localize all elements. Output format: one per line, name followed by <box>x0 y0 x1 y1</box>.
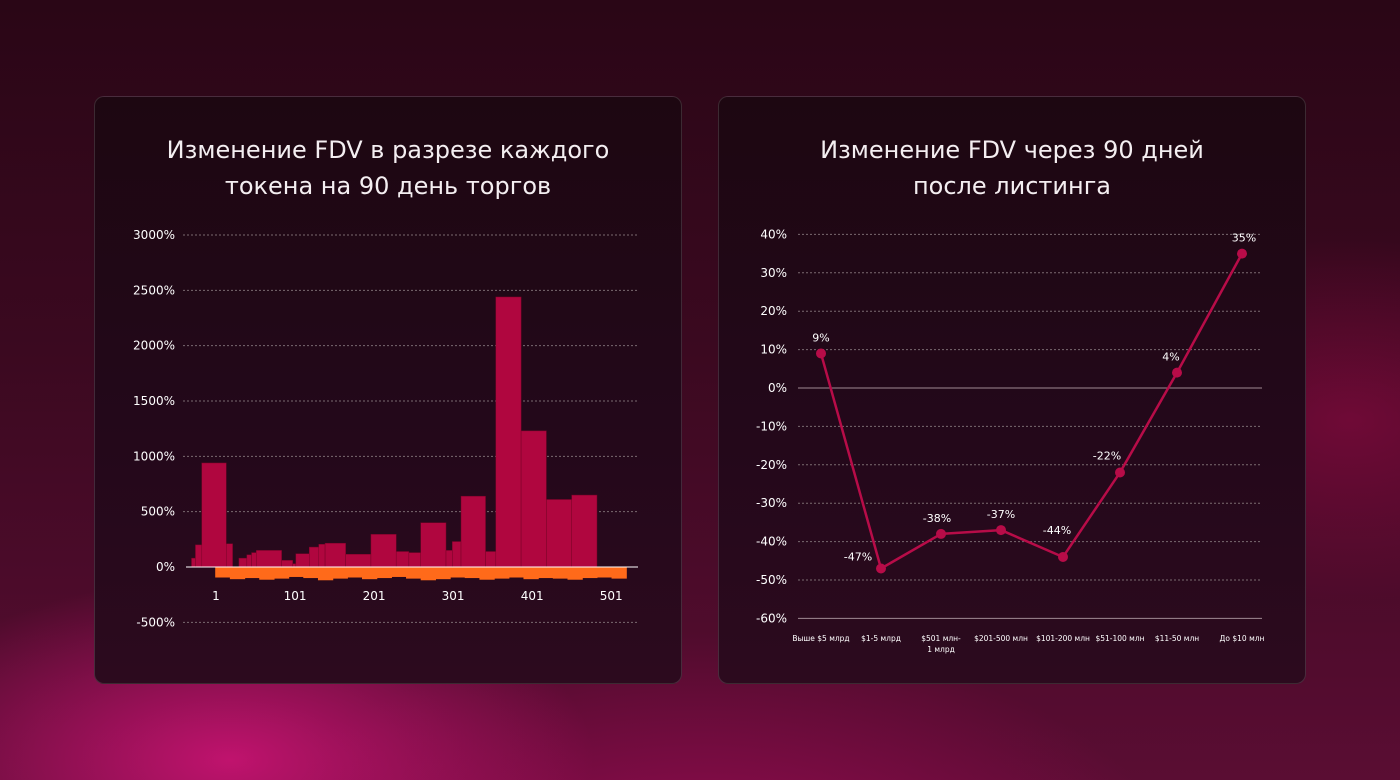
x-tick-label: 401 <box>521 589 544 603</box>
bar-negative <box>229 567 246 580</box>
bar-negative <box>611 567 627 579</box>
x-tick-label: Выше $5 млрд <box>792 634 849 643</box>
x-tick-label: 501 <box>600 589 623 603</box>
bar-negative <box>450 567 466 578</box>
x-tick-label: $101-200 млн <box>1036 634 1090 643</box>
data-label: 35% <box>1232 232 1256 245</box>
data-point <box>1058 551 1068 562</box>
bar-negative <box>464 567 481 579</box>
bar <box>460 495 486 568</box>
bar-negative <box>406 567 422 579</box>
chart-title-right-line1: Изменение FDV через 90 дней <box>820 136 1204 164</box>
data-point <box>816 348 826 359</box>
y-tick-label: 20% <box>760 304 787 318</box>
chart-title-right-line2: после листинга <box>912 172 1112 200</box>
chart-panel-fdv-by-cap <box>718 96 1306 684</box>
data-label: -47% <box>844 550 872 563</box>
bar-negative <box>215 567 231 578</box>
y-tick-label: -500% <box>136 615 175 629</box>
x-tick-label: $1-5 млрд <box>861 634 901 643</box>
data-label: -22% <box>1093 449 1121 462</box>
bar-negative <box>303 567 319 579</box>
series-line <box>819 253 1244 570</box>
x-tick-label: 1 <box>212 589 220 603</box>
bar-negative <box>567 567 583 580</box>
chart-title-left-line2: токена на 90 день торгов <box>224 172 552 200</box>
bar-negative <box>361 567 378 580</box>
data-label: -37% <box>987 508 1015 521</box>
data-point <box>876 563 886 574</box>
bar-negative <box>332 567 348 579</box>
x-tick-label: 201 <box>363 589 386 603</box>
bar-negative <box>288 567 304 577</box>
x-tick-label: 301 <box>442 589 465 603</box>
bar-negative <box>273 567 290 579</box>
x-tick-label: 101 <box>284 589 307 603</box>
bar-negative <box>596 567 613 578</box>
y-tick-label: 0% <box>768 381 787 395</box>
y-tick-label: 1500% <box>133 394 175 408</box>
bar <box>495 296 522 568</box>
data-point <box>996 525 1006 536</box>
bar-negative <box>508 567 525 578</box>
y-tick-label: 1000% <box>133 449 175 463</box>
y-tick-label: -10% <box>756 419 787 433</box>
y-tick-label: 0% <box>156 560 175 574</box>
x-tick-label: До $10 млн <box>1220 634 1265 643</box>
chart-title-right: Изменение FDV через 90 дней после листин… <box>718 132 1306 204</box>
y-tick-label: -50% <box>756 573 787 587</box>
chart-panel-fdv-per-token <box>94 96 682 684</box>
x-tick-label: $11-50 млн <box>1155 634 1199 643</box>
y-tick-label: -40% <box>756 535 787 549</box>
bar-negative <box>494 567 510 579</box>
y-tick-label: 2000% <box>133 339 175 353</box>
y-tick-label: 2500% <box>133 283 175 297</box>
bar-negative <box>435 567 451 580</box>
data-label: 9% <box>812 331 829 344</box>
y-tick-label: 30% <box>760 266 787 280</box>
bar-negative <box>523 567 539 580</box>
x-tick-label: $51-100 млн <box>1095 634 1144 643</box>
chart-title-left-line1: Изменение FDV в разрезе каждого <box>166 136 610 164</box>
y-tick-label: 3000% <box>133 228 175 242</box>
data-point <box>1237 248 1247 259</box>
y-tick-label: -30% <box>756 496 787 510</box>
y-tick-label: 10% <box>760 343 787 357</box>
y-tick-label: 40% <box>760 227 787 241</box>
bar-negative <box>552 567 569 579</box>
x-tick-label: $201-500 млн <box>974 634 1028 643</box>
x-tick-label: 1 млрд <box>927 645 955 654</box>
bar-negative <box>538 567 554 579</box>
bar-negative <box>376 567 392 579</box>
bar <box>201 462 227 568</box>
bar-negative <box>391 567 407 577</box>
bar-negative <box>347 567 363 578</box>
data-label: -44% <box>1043 524 1071 537</box>
y-tick-label: 500% <box>141 505 175 519</box>
bar-negative <box>259 567 275 580</box>
y-tick-label: -60% <box>756 611 787 625</box>
bar <box>420 522 447 568</box>
bar-negative <box>582 567 598 579</box>
data-point <box>1172 367 1182 378</box>
bar-negative <box>244 567 260 579</box>
chart-title-left: Изменение FDV в разрезе каждого токена н… <box>94 132 682 204</box>
data-point <box>936 528 946 539</box>
bar <box>571 494 598 568</box>
bar <box>370 534 397 568</box>
bar-negative <box>479 567 495 580</box>
data-label: 4% <box>1162 351 1179 364</box>
y-tick-label: -20% <box>756 458 787 472</box>
bar-negative <box>420 567 436 581</box>
data-point <box>1115 467 1125 478</box>
data-label: -38% <box>923 512 951 525</box>
bar-negative <box>317 567 334 581</box>
x-tick-label: $501 млн- <box>921 634 961 643</box>
